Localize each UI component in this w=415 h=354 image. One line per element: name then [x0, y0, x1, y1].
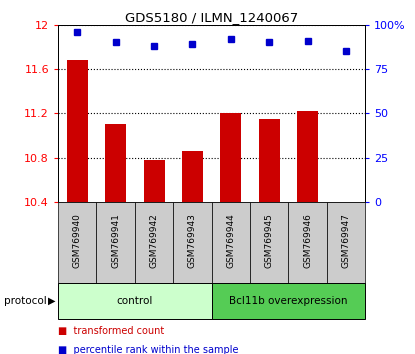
Text: ▶: ▶: [48, 296, 56, 306]
Bar: [105, 124, 126, 202]
Bar: [212, 202, 250, 283]
Bar: [212, 283, 365, 319]
Text: GSM769947: GSM769947: [342, 213, 351, 268]
Bar: [327, 202, 365, 283]
Bar: [58, 202, 96, 283]
Bar: [250, 202, 288, 283]
Bar: [288, 202, 327, 283]
Title: GDS5180 / ILMN_1240067: GDS5180 / ILMN_1240067: [125, 11, 298, 24]
Bar: [144, 160, 165, 202]
Text: ■  percentile rank within the sample: ■ percentile rank within the sample: [58, 345, 239, 354]
Bar: [58, 283, 212, 319]
Text: GSM769944: GSM769944: [226, 213, 235, 268]
Bar: [67, 60, 88, 202]
Text: GSM769943: GSM769943: [188, 213, 197, 268]
Bar: [135, 202, 173, 283]
Text: GSM769941: GSM769941: [111, 213, 120, 268]
Bar: [182, 151, 203, 202]
Bar: [297, 111, 318, 202]
Text: protocol: protocol: [4, 296, 47, 306]
Bar: [173, 202, 212, 283]
Text: control: control: [117, 296, 153, 306]
Text: GSM769946: GSM769946: [303, 213, 312, 268]
Bar: [259, 119, 280, 202]
Text: ■  transformed count: ■ transformed count: [58, 326, 164, 336]
Text: GSM769942: GSM769942: [149, 213, 159, 268]
Text: GSM769940: GSM769940: [73, 213, 82, 268]
Text: Bcl11b overexpression: Bcl11b overexpression: [229, 296, 348, 306]
Bar: [220, 113, 242, 202]
Text: GSM769945: GSM769945: [265, 213, 274, 268]
Bar: [96, 202, 135, 283]
